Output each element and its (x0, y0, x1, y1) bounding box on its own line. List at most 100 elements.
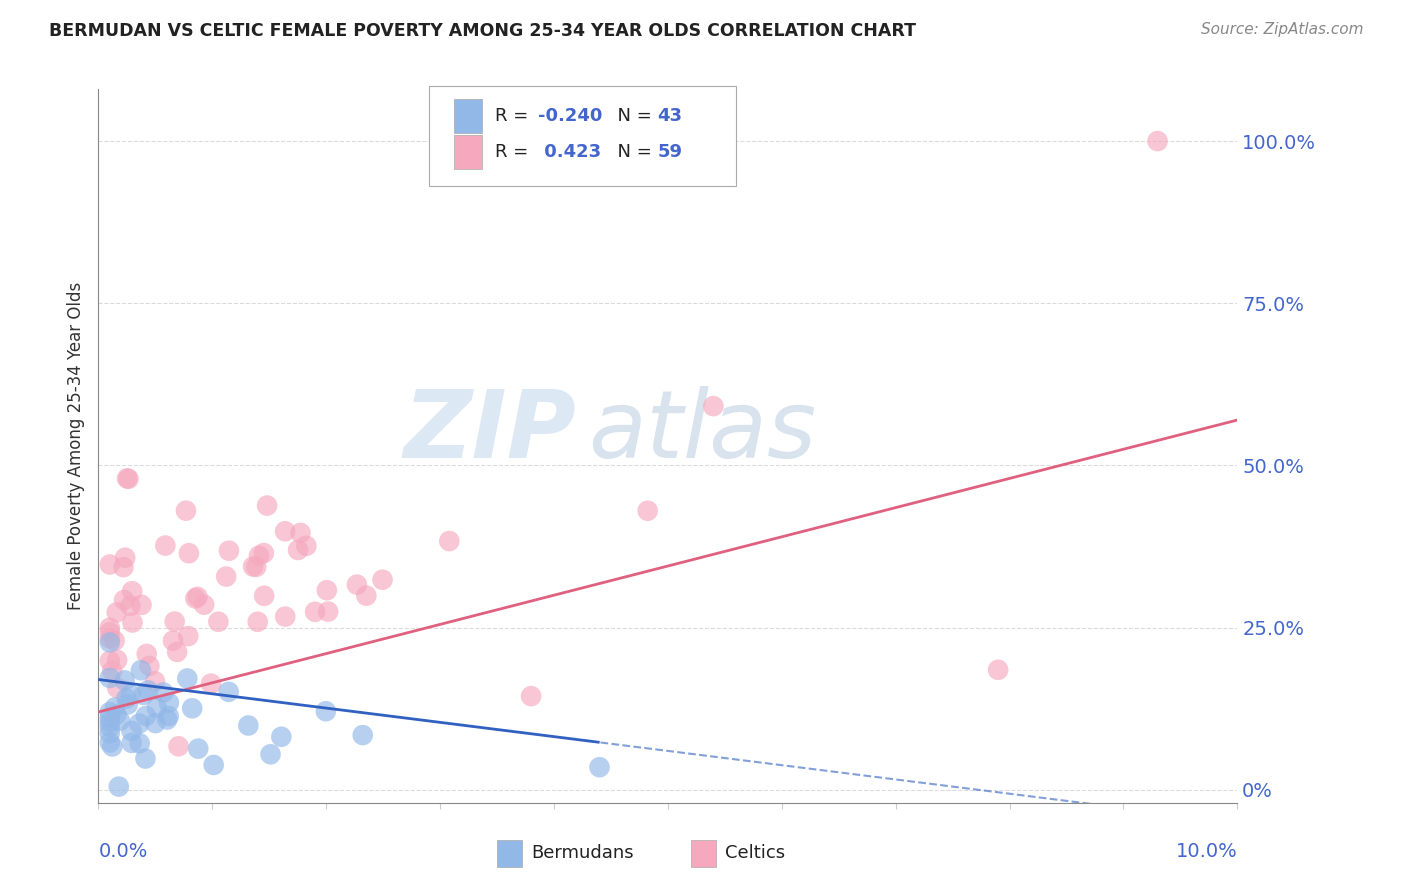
Text: 59: 59 (658, 143, 682, 161)
Point (167, 739, 190, 754)
Point (135, 647, 157, 661)
Text: atlas: atlas (588, 386, 817, 477)
Point (439, 534, 461, 549)
Point (242, 559, 264, 574)
Point (98, 711, 121, 725)
Point (218, 543, 240, 558)
Point (356, 589, 378, 603)
Point (98, 726, 121, 740)
Point (121, 584, 143, 599)
FancyBboxPatch shape (454, 135, 482, 169)
Text: -0.240: -0.240 (538, 107, 602, 125)
Point (155, 539, 177, 553)
Point (186, 590, 208, 604)
Point (104, 633, 127, 648)
Point (136, 683, 159, 698)
Point (177, 629, 200, 643)
Point (146, 700, 169, 714)
Point (143, 674, 166, 689)
Point (112, 593, 135, 607)
Point (247, 549, 270, 563)
Point (105, 606, 128, 620)
Point (202, 758, 225, 772)
Point (98, 735, 121, 749)
Point (98, 635, 121, 649)
Point (98, 625, 121, 640)
Point (128, 716, 150, 731)
Point (166, 645, 188, 659)
Point (98, 705, 121, 719)
Point (371, 573, 394, 587)
Point (1146, 134, 1168, 148)
Point (274, 524, 297, 539)
Point (129, 663, 152, 677)
Point (121, 615, 143, 630)
Point (131, 598, 153, 612)
Point (105, 653, 128, 667)
Point (253, 546, 276, 560)
Point (253, 589, 276, 603)
Point (121, 736, 143, 750)
Point (101, 739, 124, 754)
Point (145, 716, 167, 731)
Point (138, 659, 160, 673)
Point (98, 654, 121, 668)
Point (117, 472, 139, 486)
Text: 10.0%: 10.0% (1175, 842, 1237, 861)
Point (156, 713, 179, 727)
Point (290, 525, 312, 540)
Point (346, 577, 368, 591)
Point (132, 688, 155, 702)
Point (256, 499, 278, 513)
Point (274, 609, 297, 624)
Point (115, 471, 138, 485)
Text: ZIP: ZIP (404, 385, 576, 478)
Point (187, 741, 209, 756)
Point (98, 632, 121, 646)
Point (259, 747, 281, 762)
FancyBboxPatch shape (690, 840, 716, 867)
Point (104, 700, 127, 714)
Point (112, 560, 135, 574)
Text: R =: R = (495, 107, 534, 125)
Point (352, 728, 374, 742)
Point (702, 399, 724, 413)
Point (287, 543, 309, 558)
Point (245, 559, 267, 574)
Point (101, 664, 124, 678)
Point (115, 691, 138, 706)
Point (304, 605, 326, 619)
Point (315, 704, 337, 718)
Point (120, 599, 142, 613)
Point (181, 701, 204, 715)
Point (98, 671, 121, 685)
FancyBboxPatch shape (429, 86, 737, 186)
Point (218, 685, 240, 699)
Point (637, 504, 659, 518)
Text: 0.423: 0.423 (538, 143, 602, 161)
Text: Bermudans: Bermudans (531, 844, 634, 862)
Text: 0.0%: 0.0% (98, 842, 148, 861)
Point (315, 583, 337, 598)
Point (152, 685, 174, 699)
Point (98, 720, 121, 734)
Point (316, 605, 339, 619)
Point (246, 615, 269, 629)
Point (107, 780, 129, 794)
Text: 43: 43 (658, 107, 682, 125)
Point (121, 723, 143, 738)
Point (105, 681, 128, 695)
Point (163, 615, 186, 629)
Point (215, 569, 238, 583)
Text: BERMUDAN VS CELTIC FEMALE POVERTY AMONG 25-34 YEAR OLDS CORRELATION CHART: BERMUDAN VS CELTIC FEMALE POVERTY AMONG … (49, 22, 917, 40)
Point (177, 546, 200, 560)
Point (120, 688, 142, 702)
Point (174, 503, 197, 517)
Point (295, 539, 318, 553)
Point (98, 715, 121, 730)
FancyBboxPatch shape (454, 99, 482, 134)
FancyBboxPatch shape (498, 840, 522, 867)
Point (207, 615, 229, 629)
Point (98, 621, 121, 635)
Point (157, 696, 180, 710)
